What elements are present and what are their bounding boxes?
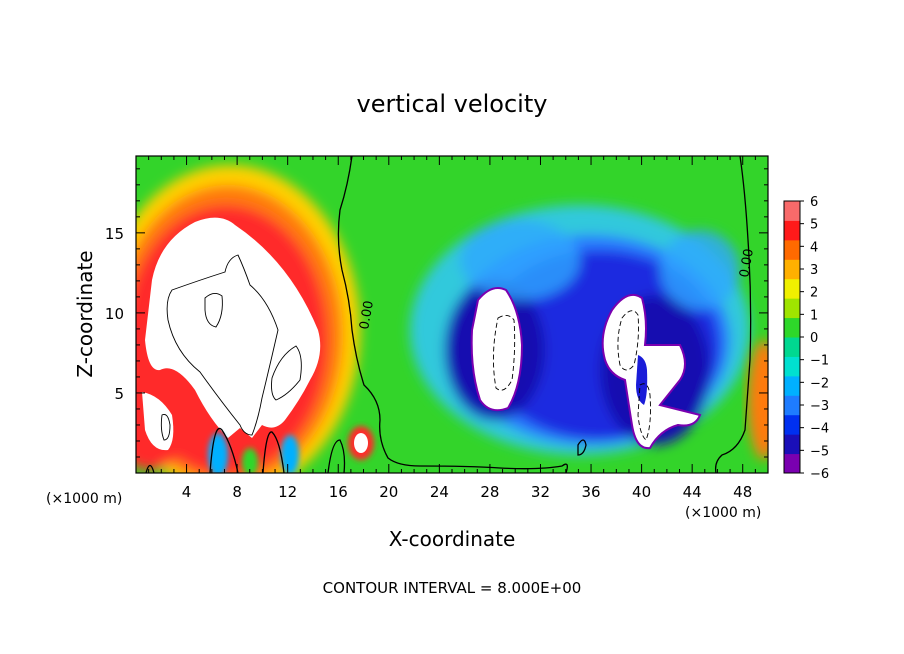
zero-contours bbox=[145, 156, 752, 473]
colorbar-swatch bbox=[784, 434, 800, 455]
x-tick-label: 32 bbox=[531, 483, 550, 501]
plot-field bbox=[136, 156, 768, 473]
y-tick-label: 15 bbox=[105, 225, 124, 243]
x-unit-right: (×1000 m) bbox=[685, 505, 761, 521]
colorbar-swatch bbox=[784, 337, 800, 357]
x-axis-label: X-coordinate bbox=[389, 527, 516, 551]
colorbar-swatch bbox=[784, 239, 800, 260]
contour-label-right: 0.00 bbox=[737, 248, 757, 279]
colorbar-swatch bbox=[784, 298, 800, 319]
colorbar-tick-label: 3 bbox=[810, 263, 818, 278]
chart-title: vertical velocity bbox=[357, 90, 548, 118]
colorbar-swatch bbox=[784, 395, 800, 416]
y-tick-label: 5 bbox=[114, 385, 124, 403]
x-tick-label: 28 bbox=[480, 483, 499, 501]
colorbar-tick-label: 2 bbox=[810, 286, 818, 301]
x-tick-label: 8 bbox=[232, 483, 242, 501]
colorbar-tick-label: 4 bbox=[810, 240, 818, 255]
colorbar-swatch bbox=[784, 414, 800, 435]
colorbar-swatch bbox=[784, 201, 800, 221]
x-tick-label: 24 bbox=[430, 483, 449, 501]
colorbar-tick-label: 1 bbox=[810, 308, 818, 323]
colorbar-tick-label: −1 bbox=[810, 354, 829, 369]
colorbar-swatch bbox=[784, 259, 800, 280]
contour-label-left: 0.00 bbox=[357, 300, 377, 331]
colorbar-tick-label: 6 bbox=[810, 195, 818, 210]
colorbar: 6 5 4 3 2 1 0 −1 −2 −3 −4 −5 −6 bbox=[783, 195, 829, 482]
x-tick-label: 48 bbox=[733, 483, 752, 501]
colorbar-tick-label: −2 bbox=[810, 376, 829, 391]
x-axis: 4 8 12 16 20 24 28 32 36 40 44 48 bbox=[135, 156, 769, 501]
colorbar-swatch bbox=[784, 356, 800, 377]
x-tick-label: 40 bbox=[632, 483, 651, 501]
colorbar-tick-label: −6 bbox=[810, 467, 829, 482]
x-tick-label: 20 bbox=[379, 483, 398, 501]
contour-interval-footer: CONTOUR INTERVAL = 8.000E+00 bbox=[323, 579, 582, 597]
colorbar-tick-label: −5 bbox=[810, 444, 829, 459]
x-unit-left: (×1000 m) bbox=[46, 491, 122, 507]
x-tick-label: 36 bbox=[581, 483, 600, 501]
colorbar-tick-label: −3 bbox=[810, 399, 829, 414]
colorbar-swatch bbox=[784, 220, 800, 241]
x-tick-label: 16 bbox=[329, 483, 348, 501]
updraft-core bbox=[145, 217, 321, 438]
downdraft-core-1 bbox=[470, 287, 524, 412]
x-tick-label: 44 bbox=[683, 483, 702, 501]
colorbar-tick-label: −4 bbox=[810, 422, 829, 437]
colorbar-tick-label: 0 bbox=[810, 331, 818, 346]
y-tick-label: 10 bbox=[105, 305, 124, 323]
colorbar-tick-label: 5 bbox=[810, 218, 818, 233]
x-tick-label: 12 bbox=[278, 483, 297, 501]
y-axis-label: Z-coordinate bbox=[73, 250, 97, 377]
colorbar-swatch bbox=[784, 278, 800, 299]
y-axis: 5 10 15 bbox=[105, 168, 768, 458]
x-tick-label: 4 bbox=[182, 483, 192, 501]
colorbar-swatch bbox=[784, 453, 800, 474]
colorbar-swatch bbox=[784, 317, 800, 338]
downdraft-core-2 bbox=[601, 294, 702, 450]
colorbar-swatch bbox=[784, 375, 800, 396]
